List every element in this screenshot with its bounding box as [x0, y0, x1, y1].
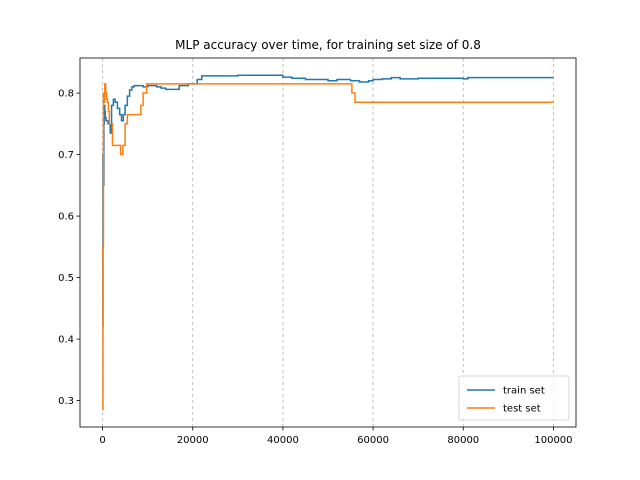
x-tick-label-0: 0 [99, 435, 105, 446]
legend-label-0: train set [503, 386, 545, 397]
y-tick-label-4: 0.7 [58, 150, 74, 161]
y-tick-label-5: 0.8 [58, 89, 74, 100]
grid [102, 58, 554, 427]
x-tick-label-2: 40000 [267, 435, 299, 446]
series-line-test-set [102, 83, 554, 411]
y-tick-label-3: 0.6 [58, 212, 74, 223]
y-tick-label-0: 0.3 [58, 396, 74, 407]
plot-lines [102, 74, 554, 411]
legend: train set test set [458, 375, 570, 421]
x-tick-label-4: 80000 [447, 435, 479, 446]
x-axis: 0 20000 40000 60000 80000 100000 [99, 427, 573, 446]
x-tick-label-1: 20000 [177, 435, 209, 446]
y-tick-label-1: 0.4 [58, 335, 74, 346]
y-axis: 0.3 0.4 0.5 0.6 0.7 0.8 [58, 89, 80, 407]
x-tick-label-5: 100000 [534, 435, 572, 446]
x-tick-label-3: 60000 [357, 435, 389, 446]
series-line-train-set [102, 74, 554, 328]
legend-label-1: test set [503, 404, 541, 415]
chart-title: MLP accuracy over time, for training set… [175, 38, 481, 52]
legend-box [458, 375, 570, 421]
y-tick-label-2: 0.5 [58, 273, 74, 284]
axes-frame [79, 57, 577, 428]
